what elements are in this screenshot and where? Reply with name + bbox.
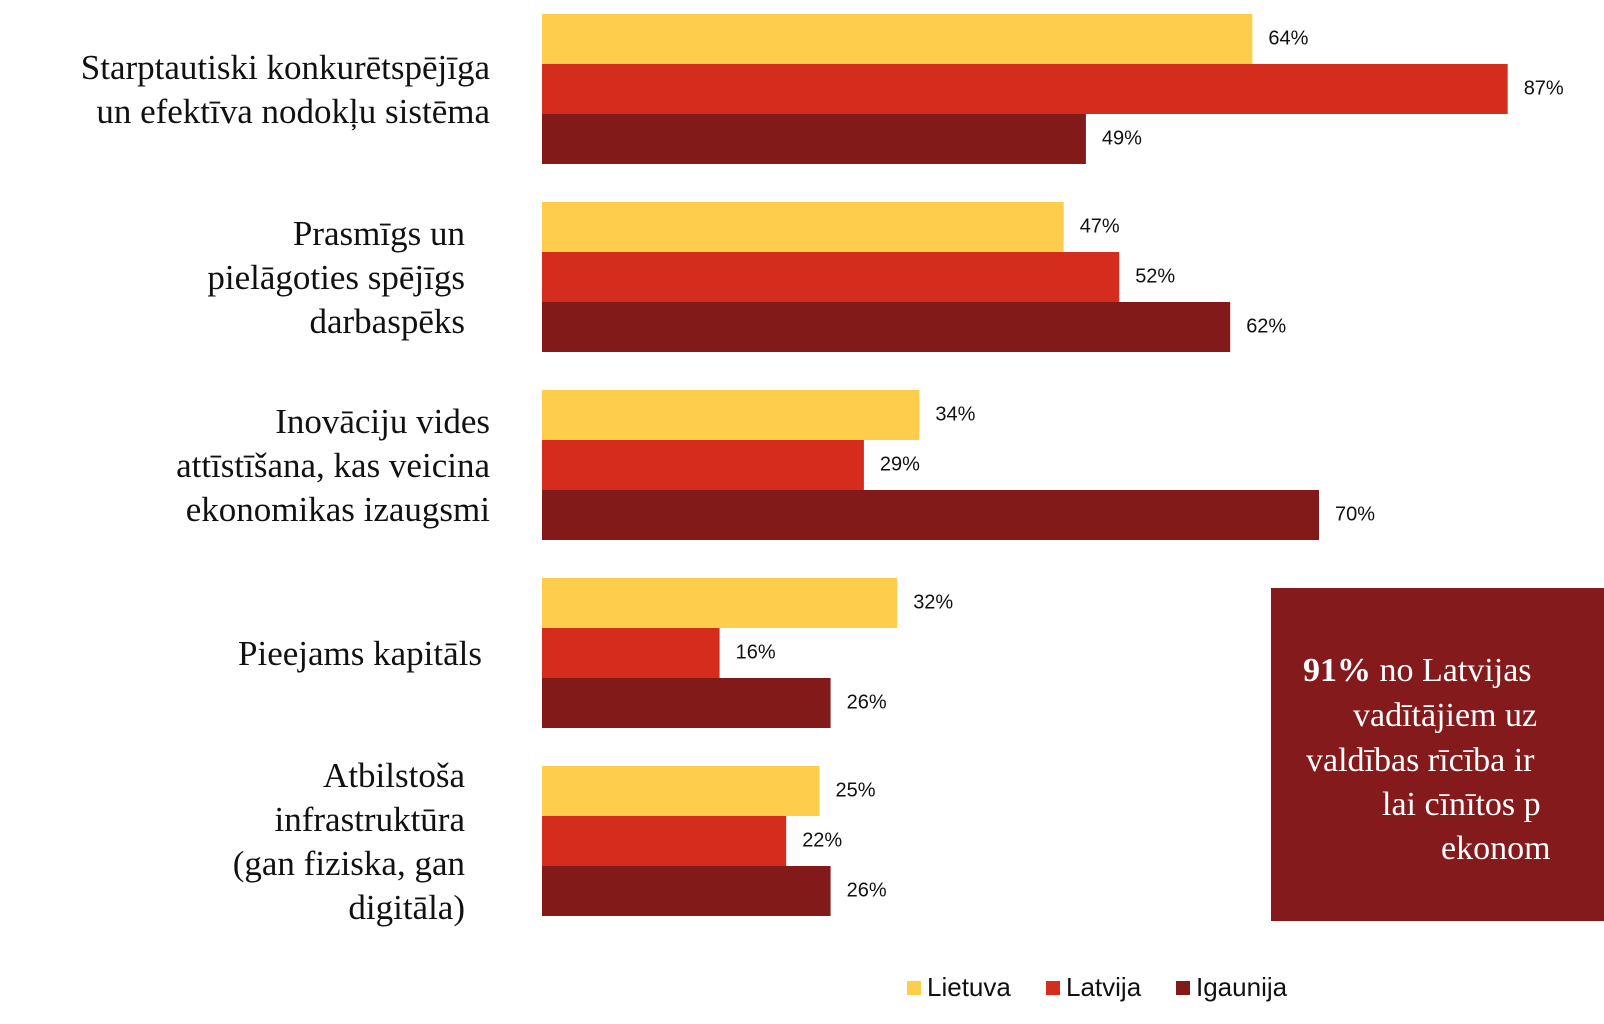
callout-text: vadītājiem uz — [1353, 697, 1537, 734]
value-label: 70% — [1335, 503, 1375, 525]
bar — [542, 202, 1064, 252]
bar — [542, 114, 1086, 164]
category-label: Pieejams kapitāls — [238, 634, 482, 673]
callout-box — [1271, 588, 1604, 921]
callout-line: vadītājiem uz — [1353, 697, 1537, 734]
bar — [542, 14, 1253, 64]
callout-space — [1371, 652, 1380, 689]
category-label: un efektīva nodokļu sistēma — [96, 92, 490, 131]
bar — [542, 390, 920, 440]
value-label: 22% — [802, 829, 842, 851]
value-label: 52% — [1135, 265, 1175, 287]
legend-swatch — [907, 981, 921, 995]
category-label: darbaspēks — [309, 302, 465, 341]
value-label: 64% — [1268, 27, 1308, 49]
bar — [542, 678, 831, 728]
value-label: 49% — [1102, 127, 1142, 149]
bar — [542, 440, 864, 490]
callout-text: lai cīnītos p — [1382, 786, 1541, 823]
category-label: pielāgoties spējīgs — [207, 258, 465, 297]
value-label: 87% — [1524, 77, 1564, 99]
category-label: (gan fiziska, gan — [233, 844, 465, 883]
legend-label: Lietuva — [927, 972, 1011, 1002]
legend-label: Igaunija — [1196, 972, 1288, 1002]
value-label: 26% — [847, 879, 887, 901]
bar — [542, 64, 1508, 114]
category-label: Starptautiski konkurētspējīga — [81, 48, 491, 87]
value-label: 26% — [847, 691, 887, 713]
value-label: 34% — [935, 403, 975, 425]
value-label: 32% — [913, 591, 953, 613]
category-label: Inovāciju vides — [275, 402, 490, 441]
callout-text: valdības rīcība ir — [1306, 742, 1535, 779]
callout-text: ekonom — [1441, 830, 1551, 867]
category-label: ekonomikas izaugsmi — [186, 490, 491, 529]
category-label: Atbilstoša — [323, 756, 465, 795]
callout-text: 91% no Latvijas — [1303, 652, 1532, 689]
bar — [542, 628, 720, 678]
bar — [542, 866, 831, 916]
bar — [542, 252, 1120, 302]
category-label: digitāla) — [348, 888, 465, 927]
callout-line: lai cīnītos p — [1382, 786, 1541, 823]
category-label: Prasmīgs un — [293, 214, 465, 253]
legend-label: Latvija — [1066, 972, 1142, 1002]
bar — [542, 816, 787, 866]
category-label: attīstīšana, kas veicina — [176, 446, 490, 485]
category-label: infrastruktūra — [275, 800, 466, 839]
value-label: 62% — [1246, 315, 1286, 337]
bar — [542, 578, 898, 628]
value-label: 25% — [836, 779, 876, 801]
bar — [542, 490, 1319, 540]
callout-line: ekonom — [1441, 830, 1551, 867]
legend-swatch — [1046, 981, 1060, 995]
bar — [542, 302, 1231, 352]
bar — [542, 766, 820, 816]
callout-line: no Latvijas — [1380, 652, 1532, 689]
legend-swatch — [1176, 981, 1190, 995]
value-label: 47% — [1080, 215, 1120, 237]
value-label: 29% — [880, 453, 920, 475]
value-label: 16% — [736, 641, 776, 663]
callout-bold: 91% — [1303, 652, 1371, 689]
callout-line: valdības rīcība ir — [1306, 742, 1535, 779]
